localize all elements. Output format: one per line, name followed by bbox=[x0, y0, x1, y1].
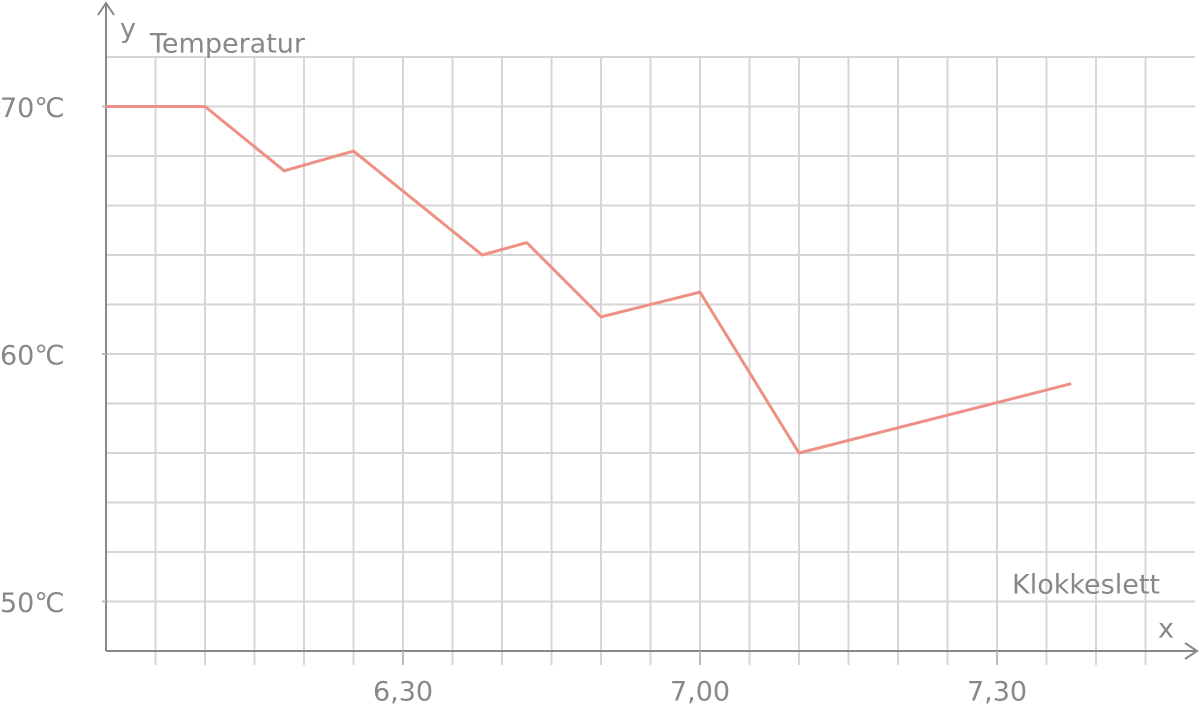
x-tick-label: 7,30 bbox=[967, 677, 1027, 708]
y-tick-label: 70℃ bbox=[0, 93, 65, 124]
x-tick-label: 6,30 bbox=[373, 677, 433, 708]
x-arrow bbox=[1184, 642, 1199, 660]
x-label: Klokkeslett bbox=[1012, 570, 1160, 601]
y-label-letter: y bbox=[120, 14, 136, 45]
x-label-letter: x bbox=[1158, 614, 1174, 645]
data-line bbox=[106, 105, 1072, 455]
y-label: Temperatur bbox=[149, 29, 306, 60]
y-arrow bbox=[97, 1, 115, 16]
grid bbox=[106, 56, 1195, 665]
y-tick-label: 50℃ bbox=[0, 588, 65, 619]
x-tick-label: 7,00 bbox=[670, 677, 730, 708]
y-tick-label: 60℃ bbox=[0, 341, 65, 372]
